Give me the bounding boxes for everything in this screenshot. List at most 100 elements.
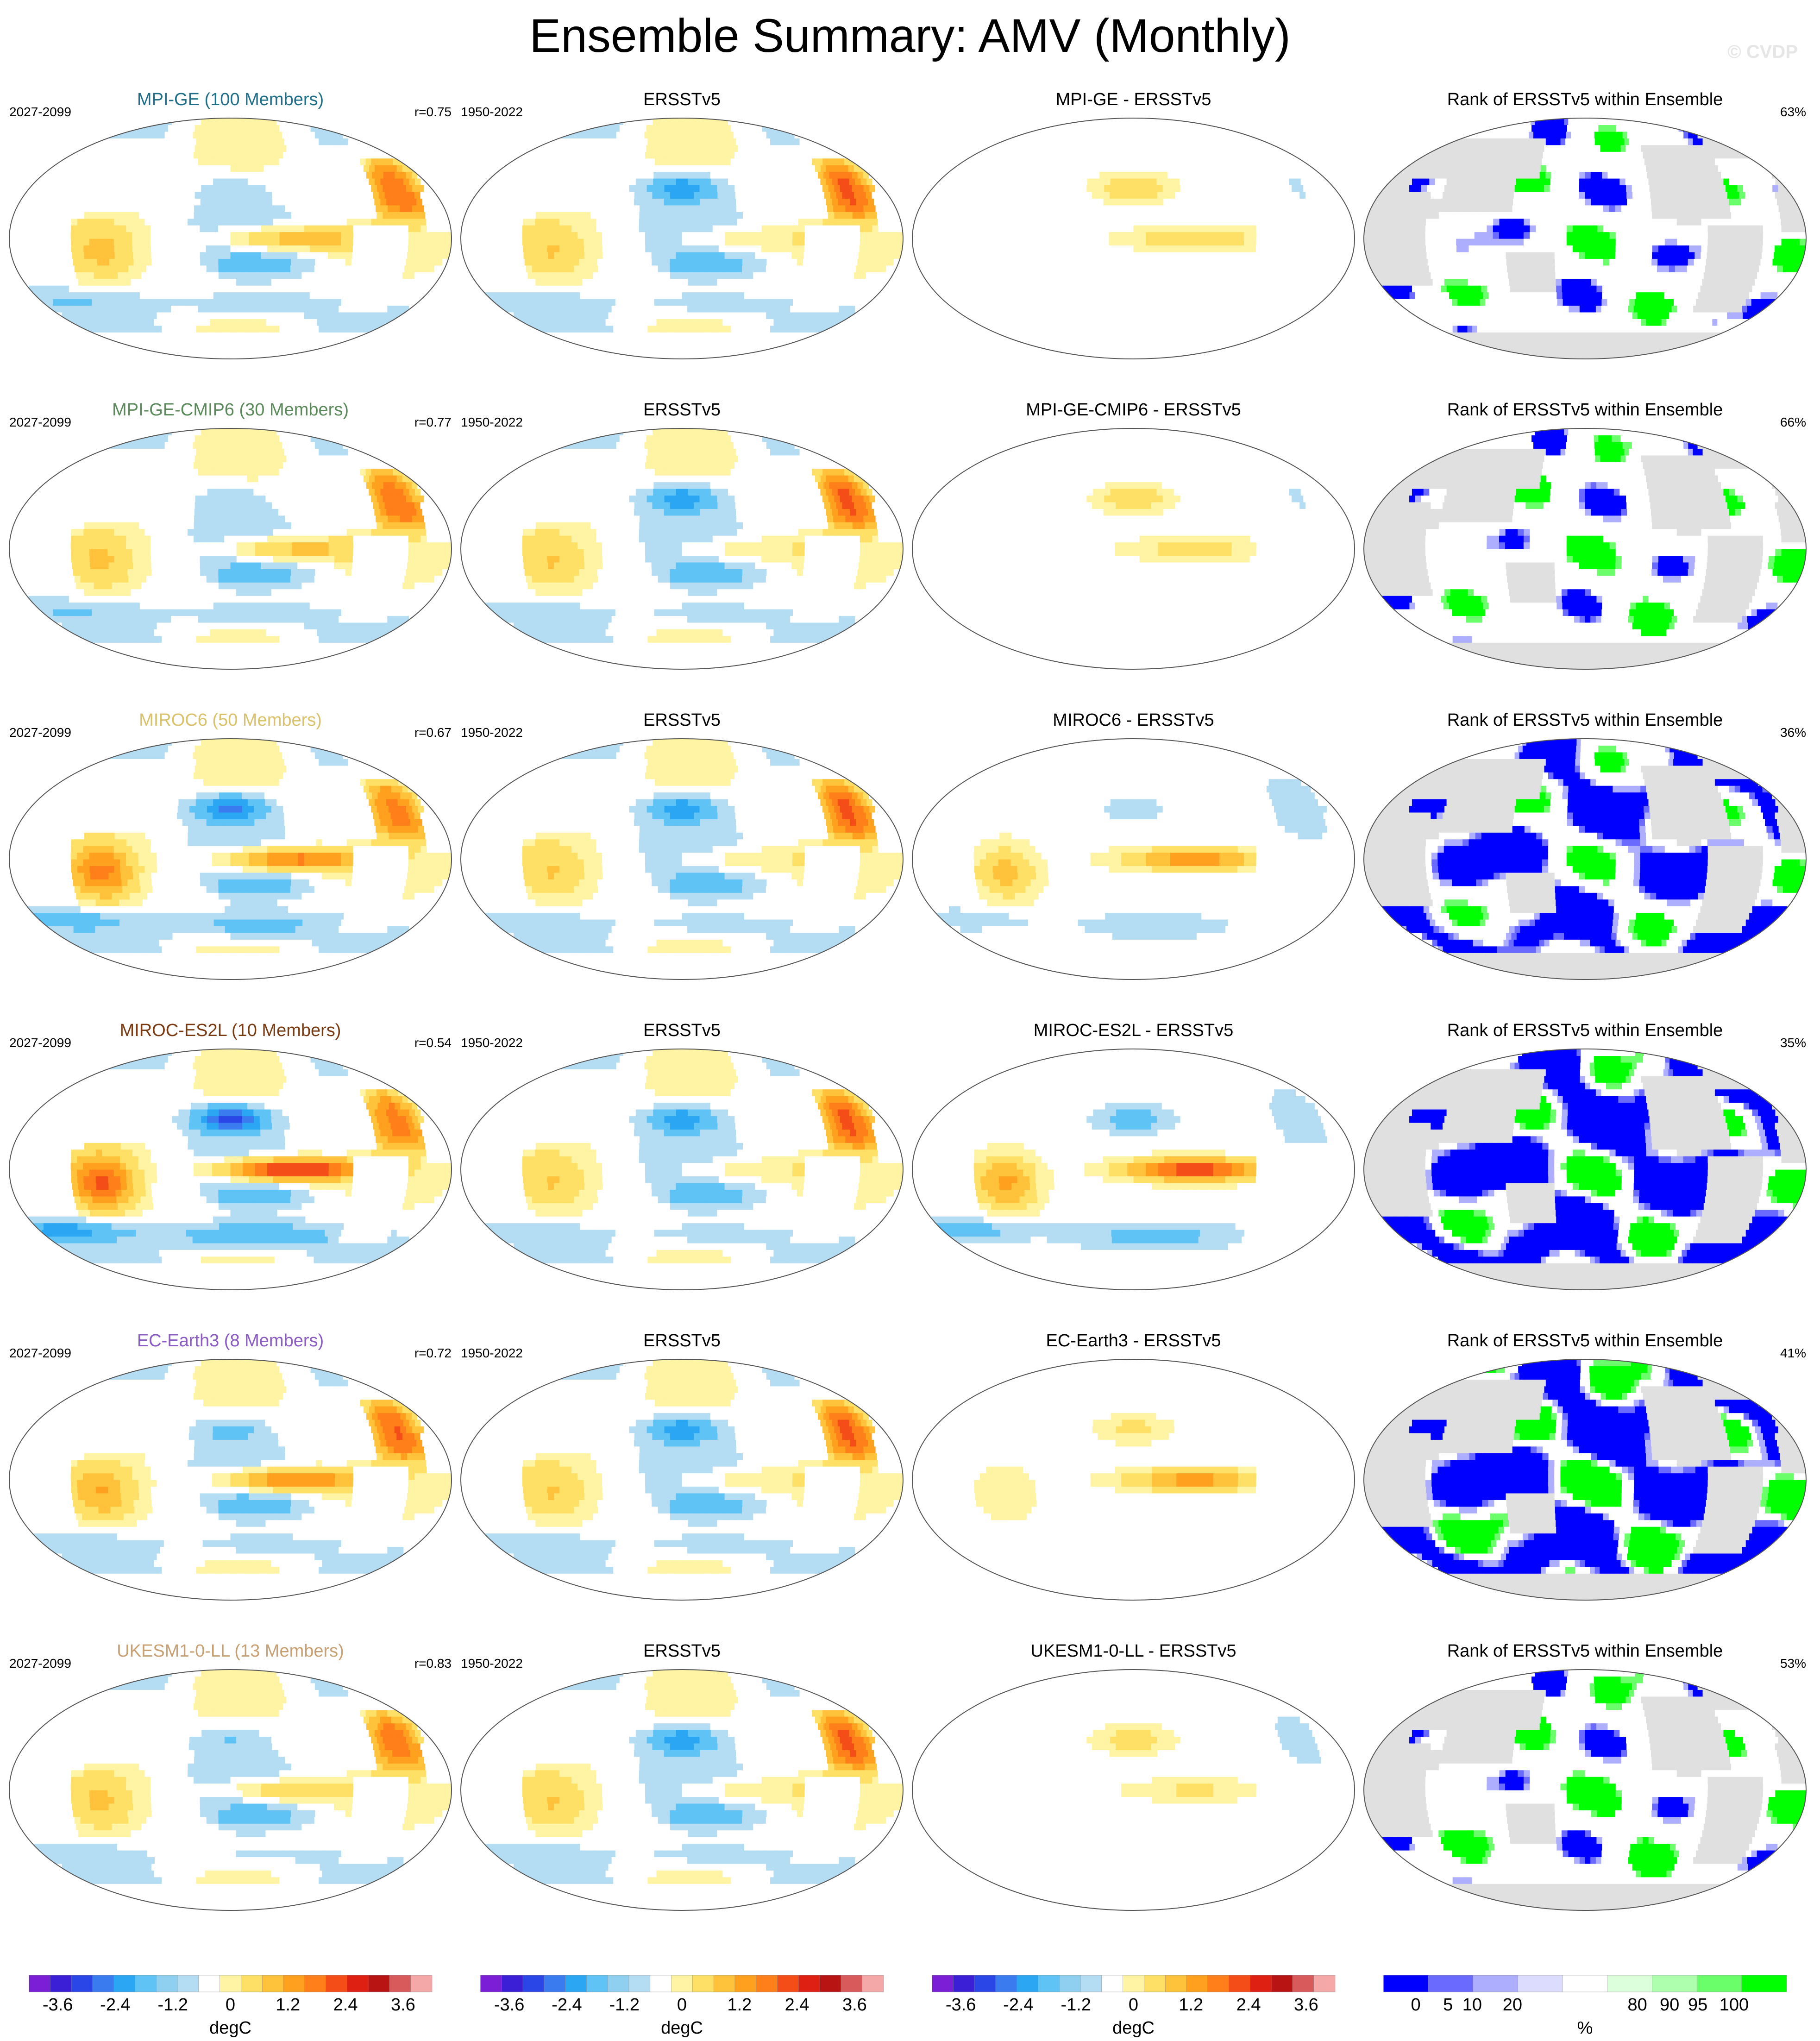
map-cell [571, 165, 577, 172]
map-cell [292, 225, 298, 232]
map-cell [766, 312, 772, 319]
map-cell [284, 158, 290, 165]
map-cell [791, 345, 796, 352]
map-cell [646, 265, 653, 272]
map-cell [803, 312, 809, 319]
map-cell [101, 239, 108, 245]
map-cell [259, 178, 265, 185]
map-cell [693, 292, 699, 299]
map-cell [719, 312, 724, 319]
map-cell [751, 326, 756, 333]
map-cell [626, 332, 631, 339]
map-cell [657, 239, 664, 245]
map-cell [72, 279, 78, 286]
map-cell [389, 279, 395, 286]
map-cell [154, 145, 160, 152]
map-cell [219, 178, 225, 185]
map-cell [58, 272, 64, 279]
map-cell [768, 239, 774, 245]
map-cell [396, 192, 402, 199]
map-cell [761, 151, 766, 158]
map-cell [676, 258, 682, 265]
map-cell [602, 292, 609, 299]
map-cell [345, 258, 352, 265]
map-cell [639, 352, 643, 359]
map-cell [596, 305, 601, 312]
map-cell [801, 272, 807, 279]
map-cell [194, 252, 201, 259]
map-cell [736, 305, 741, 312]
map-cell [353, 225, 360, 232]
map-cell [207, 265, 213, 272]
map-cell [737, 299, 743, 306]
map-cell [31, 299, 37, 306]
map-cell [780, 178, 786, 185]
map-cell [205, 345, 210, 352]
map-cell [532, 285, 538, 292]
map-cell [621, 165, 627, 172]
map-cell [225, 305, 231, 312]
map-cell [300, 285, 306, 292]
map-cell [485, 225, 492, 232]
map-cell [786, 219, 792, 226]
map-cell [135, 192, 141, 199]
map-cell [209, 305, 214, 312]
map-cell [249, 252, 255, 259]
map-cell [864, 185, 870, 192]
map-cell [707, 145, 713, 152]
map-cell [657, 145, 662, 152]
map-cell [254, 265, 261, 272]
map-cell [151, 245, 157, 252]
map-cell [203, 305, 209, 312]
map-cell [234, 352, 238, 359]
map-cell [612, 185, 618, 192]
map-cell [255, 219, 261, 226]
map-cell [420, 239, 427, 245]
map-cell [304, 292, 310, 299]
map-cell [482, 165, 488, 172]
map-cell [482, 299, 488, 306]
map-cell [387, 158, 393, 165]
map-cell [239, 125, 244, 132]
map-cell [737, 252, 743, 259]
map-cell [682, 225, 689, 232]
map-cell [628, 272, 634, 279]
map-cell [92, 345, 97, 352]
map-cell [677, 312, 682, 319]
map-cell [225, 158, 231, 165]
map-cell [117, 172, 123, 179]
map-cell [336, 312, 341, 319]
map-cell [59, 245, 65, 252]
map-cell [249, 219, 255, 226]
map-cell [359, 125, 364, 132]
map-cell [326, 198, 333, 205]
map-cell [785, 332, 790, 339]
map-cell [692, 151, 698, 158]
map-cell [858, 185, 864, 192]
map-cell [248, 178, 254, 185]
map-cell [524, 212, 530, 219]
map-cell [355, 272, 361, 279]
map-cell [186, 339, 190, 346]
map-cell [667, 138, 672, 145]
map-cell [622, 192, 628, 199]
map-cell [820, 198, 826, 205]
map-cell [120, 232, 126, 239]
map-cell [467, 225, 474, 232]
map-cell [340, 219, 347, 226]
map-cell [659, 178, 665, 185]
map-cell [707, 319, 713, 326]
map-cell [432, 252, 438, 259]
map-cell [112, 172, 118, 179]
map-cell [200, 239, 206, 245]
map-cell [694, 279, 700, 286]
map-cell [90, 279, 96, 286]
map-cell [264, 345, 269, 352]
map-cell [371, 132, 376, 138]
map-cell [792, 232, 799, 239]
map-cell [699, 285, 705, 292]
map-cell [816, 245, 823, 252]
map-cell [212, 225, 219, 232]
map-cell [671, 292, 677, 299]
map-cell [365, 185, 371, 192]
